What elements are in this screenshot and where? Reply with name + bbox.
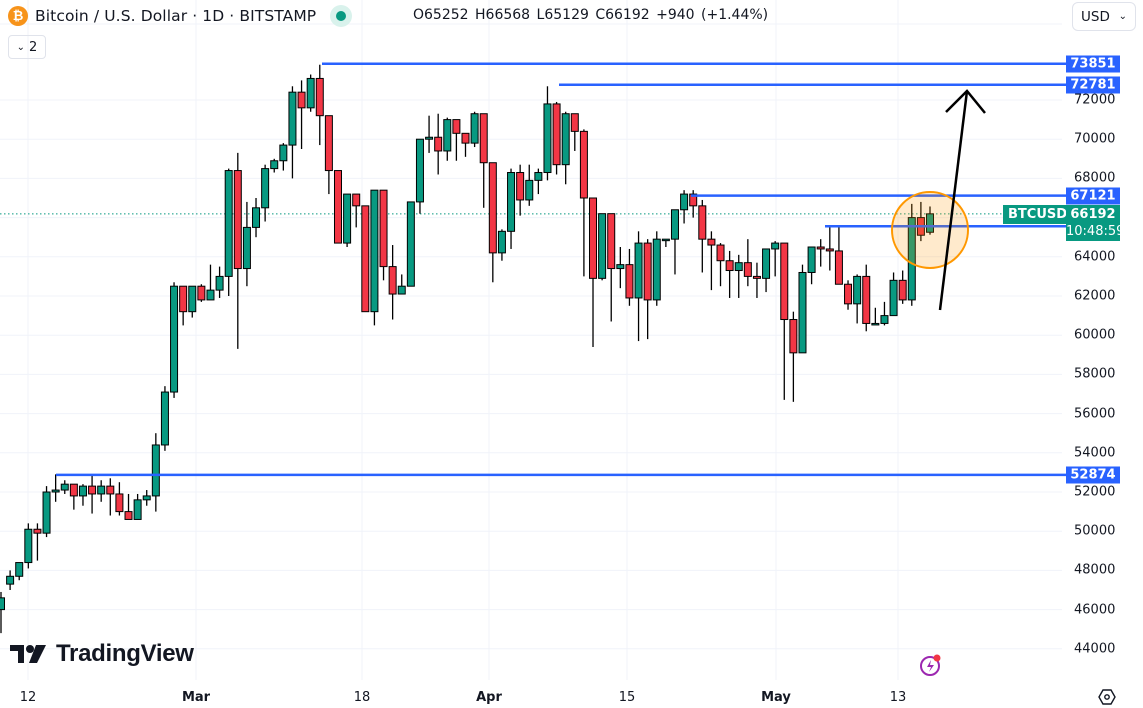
price-tick: 48000: [1074, 562, 1116, 578]
time-tick: 15: [618, 690, 636, 705]
indicator-count: 2: [29, 39, 38, 55]
time-tick: May: [761, 690, 791, 705]
high-value: H66568: [475, 7, 531, 23]
currency-value: USD: [1081, 8, 1110, 25]
time-tick: Mar: [181, 690, 211, 705]
price-tick: 72000: [1074, 92, 1116, 108]
level-price-label: 52874: [1066, 466, 1120, 484]
level-price-label: 73851: [1066, 55, 1120, 73]
price-tick: 50000: [1074, 523, 1116, 539]
settings-icon[interactable]: [1098, 688, 1116, 706]
bitcoin-icon: ₿: [8, 6, 28, 26]
candles: [0, 64, 934, 634]
close-value: C66192: [595, 7, 650, 23]
currency-select[interactable]: USD ⌄: [1072, 2, 1136, 31]
tradingview-logo[interactable]: TradingView: [10, 640, 194, 668]
level-price-label: 72781: [1066, 76, 1120, 94]
change-value: +940 (+1.44%): [656, 7, 769, 23]
price-tick: 46000: [1074, 602, 1116, 618]
time-tick: 18: [353, 690, 371, 705]
time-tick: 12: [19, 690, 37, 705]
price-tick: 54000: [1074, 445, 1116, 461]
indicators-collapse-button[interactable]: ⌄ 2: [8, 35, 46, 59]
symbol-tag: BTCUSD: [1003, 205, 1073, 224]
horizontal-levels[interactable]: [56, 62, 1066, 477]
annotations[interactable]: [891, 89, 986, 311]
time-tick: Apr: [476, 690, 502, 705]
lightning-icon[interactable]: [918, 652, 944, 678]
logo-text: TradingView: [56, 640, 194, 667]
current-price: 66192: [1070, 207, 1116, 222]
price-tick: 62000: [1074, 288, 1116, 304]
market-open-icon[interactable]: [330, 5, 353, 27]
price-tick: 60000: [1074, 327, 1116, 343]
grid-lines: [0, 0, 1062, 680]
price-tick: 70000: [1074, 131, 1116, 147]
price-tick: 52000: [1074, 484, 1116, 500]
price-tick: 64000: [1074, 249, 1116, 265]
countdown: 10:48:59: [1066, 224, 1125, 239]
level-price-label: 67121: [1066, 187, 1120, 205]
chevron-down-icon: ⌄: [16, 41, 26, 53]
price-tick: 68000: [1074, 170, 1116, 186]
open-value: O65252: [413, 7, 469, 23]
ohlc-values: O65252 H66568 L65129 C66192 +940 (+1.44%…: [413, 7, 768, 23]
time-tick: 13: [889, 690, 907, 705]
current-price-label: 66192 10:48:59: [1066, 205, 1125, 241]
tradingview-logo-icon: [10, 645, 46, 663]
price-tick: 56000: [1074, 406, 1116, 422]
symbol-title[interactable]: Bitcoin / U.S. Dollar · 1D · BITSTAMP: [35, 7, 317, 25]
low-value: L65129: [536, 7, 589, 23]
chevron-down-icon: ⌄: [1118, 11, 1127, 22]
price-tick: 44000: [1074, 641, 1116, 657]
price-tick: 58000: [1074, 366, 1116, 382]
symbol-header[interactable]: ₿ Bitcoin / U.S. Dollar · 1D · BITSTAMP: [8, 5, 353, 27]
